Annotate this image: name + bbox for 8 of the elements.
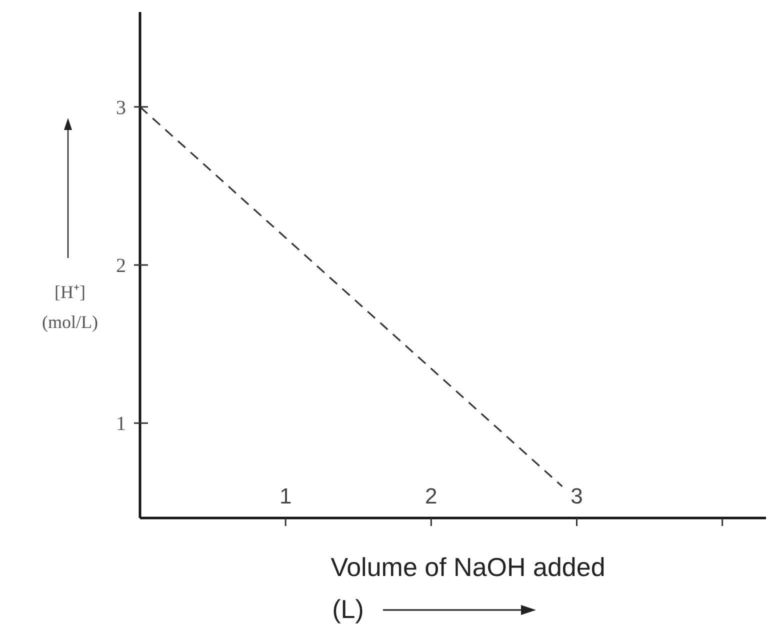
y-tick-label: 1 bbox=[116, 413, 126, 436]
x-tick-label: 2 bbox=[425, 484, 438, 509]
y-axis-title: [H⁺] (mol/L) bbox=[42, 282, 98, 332]
x-tick-label: 3 bbox=[570, 484, 583, 509]
y-tick-label: 2 bbox=[116, 255, 126, 277]
y-tick-label: 3 bbox=[116, 96, 126, 119]
x-tick-label: 1 bbox=[279, 484, 292, 509]
x-axis-title: Volume of NaOH added (L) bbox=[330, 552, 606, 624]
